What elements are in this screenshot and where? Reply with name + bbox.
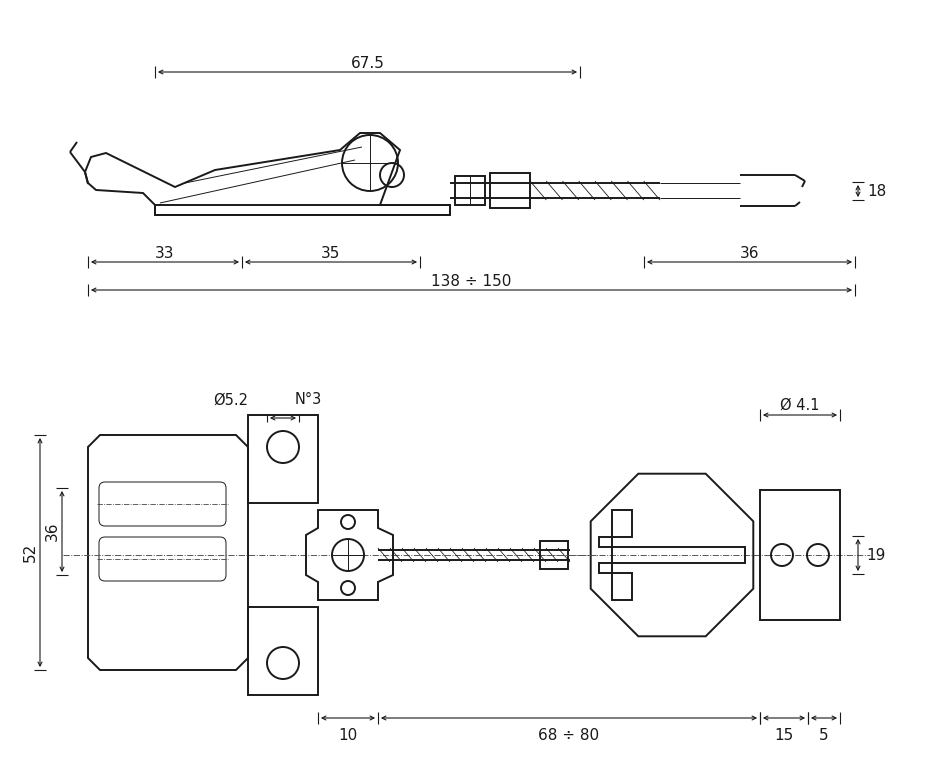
Text: N°3: N°3 (295, 392, 322, 408)
Bar (454, 176, 485, 205)
Bar (759, 490, 839, 620)
Text: 35: 35 (321, 245, 340, 260)
Bar (248, 415, 318, 503)
Text: 33: 33 (155, 245, 174, 260)
Text: 36: 36 (44, 521, 59, 541)
Text: 67.5: 67.5 (350, 55, 384, 71)
Text: 5: 5 (819, 728, 828, 743)
Text: 68 ÷ 80: 68 ÷ 80 (538, 728, 599, 743)
Text: Ø 4.1: Ø 4.1 (780, 398, 819, 412)
Text: 18: 18 (866, 184, 885, 199)
Text: 19: 19 (865, 547, 884, 562)
Text: 138 ÷ 150: 138 ÷ 150 (431, 273, 511, 288)
Text: Ø5.2: Ø5.2 (213, 392, 248, 408)
Text: 36: 36 (739, 245, 758, 260)
Text: 15: 15 (773, 728, 793, 743)
Bar (489, 173, 529, 208)
Bar (540, 541, 567, 569)
Bar (248, 607, 318, 695)
Text: 10: 10 (338, 728, 357, 743)
Text: 52: 52 (22, 543, 37, 562)
